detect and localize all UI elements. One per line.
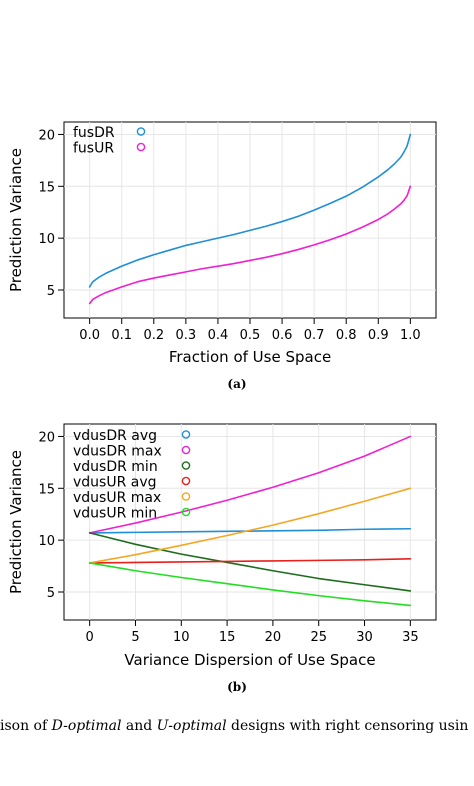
panel-b-x-tick-label: 25 xyxy=(310,630,327,645)
panel-b-x-axis-label: Variance Dispersion of Use Space xyxy=(124,651,375,669)
panel-b-x-tick-label: 15 xyxy=(219,630,236,645)
panel-a-x-tick-label: 0.8 xyxy=(336,328,357,343)
caption-part-3: designs with right censoring usin xyxy=(227,718,469,734)
panel-b-x-tick-label: 20 xyxy=(265,630,282,645)
panel-a-series-line-fusur xyxy=(88,185,412,305)
panel-b-x-tick-label: 0 xyxy=(86,630,94,645)
panel-b-legend-label: vdusDR avg xyxy=(73,428,157,444)
panel-a-y-axis: 5 10 15 20 xyxy=(38,128,64,299)
panel-b-legend-label: vdusUR max xyxy=(73,490,161,506)
panel-b-plot-frame xyxy=(63,423,437,621)
panel-b-legend-marker xyxy=(181,430,191,439)
panel-a-legend-label: fusDR xyxy=(73,125,115,141)
panel-b-y-tick-label: 10 xyxy=(38,534,55,549)
caption-emphasis-2: U-optimal xyxy=(157,718,227,734)
panel-a-label: (a) xyxy=(227,377,246,391)
panel-a-x-tick-label: 0.7 xyxy=(304,328,325,343)
panel-a-series-line-fusdr xyxy=(88,133,412,288)
panel-b-legend-marker xyxy=(181,507,191,517)
panel-a-y-tick-label: 10 xyxy=(38,232,55,247)
panel-b-grid xyxy=(64,424,436,620)
panel-a-legend-marker xyxy=(136,127,146,136)
panel-b-label: (b) xyxy=(227,680,247,694)
panel-b-series xyxy=(88,435,412,607)
panel-a-x-tick-label: 0.5 xyxy=(240,328,261,343)
panel-b-legend-marker xyxy=(181,492,191,501)
panel-b-legend-marker xyxy=(181,461,191,470)
panel-b-legend-label: vdusDR max xyxy=(73,444,162,460)
panel-a-x-tick-label: 0.2 xyxy=(143,328,164,343)
panel-b-y-tick-label: 5 xyxy=(47,586,55,601)
panel-a-y-tick-label: 15 xyxy=(38,180,55,195)
panel-b-x-tick-label: 30 xyxy=(356,630,373,645)
panel-a-legend-marker xyxy=(136,142,146,152)
panel-b-x-tick-label: 35 xyxy=(402,630,419,645)
panel-b-y-axis-label: Prediction Variance xyxy=(7,450,25,594)
panel-a-x-axis-label: Fraction of Use Space xyxy=(169,348,331,366)
panel-a-x-tick-label: 1.0 xyxy=(400,328,421,343)
panel-b-x-tick-label: 10 xyxy=(173,630,190,645)
panel-b-y-axis: 5 10 15 20 xyxy=(38,430,64,601)
panel-a-x-tick-label: 0.0 xyxy=(79,328,100,343)
panel-b-x-tick-label: 5 xyxy=(131,630,139,645)
panel-a-x-tick-label: 0.4 xyxy=(208,328,229,343)
caption-part-2: and xyxy=(121,718,156,734)
panel-b-y-tick-label: 20 xyxy=(38,430,55,445)
panel-a-x-axis: 0.0 0.1 0.2 0.3 0.4 0.5 0.6 0.7 0.8 0.9 1.0 xyxy=(79,318,421,343)
panel-b-x-axis: 0 5 10 15 20 25 30 35 xyxy=(86,620,419,645)
panel-a-x-tick-label: 0.3 xyxy=(176,328,197,343)
panel-b-series-line-vdusur-avg xyxy=(88,558,412,564)
panel-b-series-line-vdusur-min xyxy=(88,562,412,607)
panel-a-series xyxy=(88,133,412,305)
panel-a-y-axis-label: Prediction Variance xyxy=(7,148,25,292)
caption-emphasis-1: D-optimal xyxy=(51,718,122,734)
panel-a-chart: 0.0 0.1 0.2 0.3 0.4 0.5 0.6 0.7 0.8 0.9 1.0 5 10 15 2… xyxy=(7,121,437,391)
panel-b-legend-label: vdusUR min xyxy=(73,506,157,522)
panel-a-legend-label: fusUR xyxy=(73,141,114,157)
panel-a-x-tick-label: 0.1 xyxy=(111,328,132,343)
panel-b-series-line-vdusur-max xyxy=(88,487,412,564)
panel-b-legend-marker xyxy=(181,476,191,486)
panel-b-series-line-vdusdr-min xyxy=(88,532,412,592)
panel-b-legend-label: vdusDR min xyxy=(73,459,158,475)
panel-b-legend-marker xyxy=(181,445,191,455)
caption-part-1: ison of xyxy=(0,718,52,734)
panel-a-y-tick-label: 20 xyxy=(38,128,55,143)
panel-a-x-tick-label: 0.6 xyxy=(272,328,293,343)
panel-a-x-tick-label: 0.9 xyxy=(368,328,389,343)
panel-a-y-tick-label: 5 xyxy=(47,284,55,299)
figure-caption: ison of D-optimal and U-optimal designs … xyxy=(0,718,468,734)
panel-b-legend-label: vdusUR avg xyxy=(73,475,157,491)
panel-b-y-tick-label: 15 xyxy=(38,482,55,497)
panel-b-series-line-vdusdr-max xyxy=(88,435,412,534)
panel-a-grid xyxy=(64,122,436,318)
